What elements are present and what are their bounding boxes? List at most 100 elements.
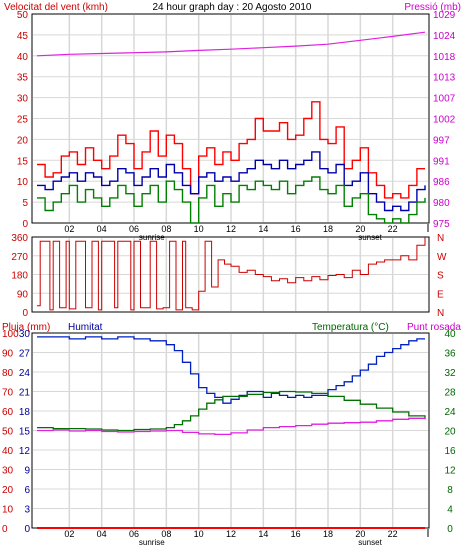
series-gust — [37, 101, 425, 199]
humidity-y-tick: 18 — [19, 407, 31, 418]
wind-y-tick: 40 — [17, 52, 29, 63]
x-tick-label: 14 — [258, 529, 268, 539]
direction-y-tick: 90 — [17, 289, 29, 300]
axis-labels: 0510152025303540455097598098699199710021… — [2, 10, 456, 547]
rain-y-tick: 100 — [2, 329, 19, 340]
series-temperature — [37, 390, 426, 432]
rain-y-tick: 40 — [2, 446, 14, 457]
compass-tick: S — [437, 271, 444, 282]
x-tick-label: 10 — [194, 224, 204, 234]
dew-point-title: Punt rosada — [407, 322, 461, 333]
chart-series — [36, 31, 426, 529]
pressure-y-tick: 1002 — [433, 115, 456, 126]
wind-y-tick: 25 — [17, 115, 29, 126]
x-tick-label: 16 — [291, 529, 301, 539]
wind-y-tick: 45 — [17, 31, 29, 42]
x-tick-label: 04 — [97, 224, 107, 234]
compass-tick: E — [437, 289, 444, 300]
series-avg — [37, 151, 426, 212]
sunrise-label: sunrise — [139, 233, 165, 242]
rain-y-tick: 30 — [2, 466, 14, 477]
humidity-y-tick: 12 — [19, 446, 31, 457]
x-tick-label: 14 — [258, 224, 268, 234]
series-dew — [37, 417, 426, 436]
wind-y-tick: 35 — [17, 73, 29, 84]
wind-y-tick: 20 — [17, 135, 29, 146]
direction-y-tick: 0 — [22, 308, 28, 319]
compass-tick: W — [437, 252, 447, 263]
series-humidity — [37, 336, 425, 404]
temperature-y-tick: 40 — [444, 329, 456, 340]
temperature-y-tick: 4 — [447, 505, 453, 516]
rain-title: Pluja (mm) — [2, 322, 50, 333]
temperature-y-tick: 12 — [444, 466, 456, 477]
x-tick-label: 02 — [64, 529, 74, 539]
direction-y-tick: 270 — [11, 252, 28, 263]
wind-speed-title: Velocitat del vent (kmh) — [4, 2, 108, 13]
temperature-title: Temperatura (°C) — [312, 322, 389, 333]
temperature-y-tick: 20 — [444, 427, 456, 438]
x-tick-label: 02 — [64, 224, 74, 234]
humidity-y-tick: 21 — [19, 388, 31, 399]
rain-y-tick: 80 — [2, 368, 14, 379]
rain-y-tick: 70 — [2, 388, 14, 399]
series-low — [37, 176, 426, 224]
humidity-y-tick: 24 — [19, 368, 31, 379]
x-tick-label: 22 — [388, 529, 398, 539]
rain-y-tick: 60 — [2, 407, 14, 418]
x-tick-label: 06 — [129, 529, 139, 539]
x-tick-label: 20 — [355, 529, 365, 539]
pressure-y-tick: 980 — [433, 198, 450, 209]
x-tick-label: 10 — [194, 529, 204, 539]
wind-y-tick: 50 — [17, 10, 29, 21]
wind-y-tick: 10 — [17, 177, 29, 188]
wind-y-tick: 30 — [17, 94, 29, 105]
x-tick-label: 06 — [129, 224, 139, 234]
humidity-y-tick: 3 — [24, 505, 30, 516]
x-tick-label: 22 — [388, 224, 398, 234]
humidity-y-tick: 27 — [19, 349, 31, 360]
rain-y-tick: 0 — [2, 524, 8, 535]
x-tick-label: 18 — [323, 529, 333, 539]
pressure-y-tick: 1024 — [433, 31, 456, 42]
x-tick-label: 18 — [323, 224, 333, 234]
direction-y-tick: 180 — [11, 271, 28, 282]
compass-tick: N — [437, 308, 444, 319]
pressure-y-tick: 1007 — [433, 94, 456, 105]
humidity-y-tick: 30 — [19, 329, 31, 340]
pressure-y-tick: 975 — [433, 219, 450, 230]
x-tick-label: 12 — [226, 529, 236, 539]
wind-y-tick: 15 — [17, 156, 29, 167]
x-tick-label: 04 — [97, 529, 107, 539]
sunset-label: sunset — [358, 233, 382, 242]
temperature-y-tick: 32 — [444, 368, 456, 379]
temperature-y-tick: 28 — [444, 388, 456, 399]
pressure-y-tick: 1013 — [433, 73, 456, 84]
pressure-y-tick: 997 — [433, 135, 450, 146]
x-tick-label: 08 — [161, 224, 171, 234]
pressure-title: Pressió (mb) — [404, 2, 461, 13]
sunrise-label: sunrise — [139, 538, 165, 547]
series-pressure — [36, 31, 426, 57]
temperature-y-tick: 16 — [444, 446, 456, 457]
sunset-label: sunset — [358, 538, 382, 547]
series-direction — [37, 237, 426, 311]
x-tick-label: 16 — [291, 224, 301, 234]
wind-y-tick: 5 — [22, 198, 28, 209]
x-tick-label: 20 — [355, 224, 365, 234]
temperature-y-tick: 8 — [447, 485, 453, 496]
rain-y-tick: 10 — [2, 505, 14, 516]
direction-y-tick: 360 — [11, 233, 28, 244]
rain-y-tick: 50 — [2, 427, 14, 438]
graph-day-title: 24 hour graph day : 20 Agosto 2010 — [152, 2, 311, 13]
humidity-y-tick: 6 — [24, 485, 30, 496]
pressure-y-tick: 1029 — [433, 10, 456, 21]
temperature-y-tick: 24 — [444, 407, 456, 418]
humidity-y-tick: 9 — [24, 466, 30, 477]
x-tick-label: 12 — [226, 224, 236, 234]
rain-y-tick: 90 — [2, 349, 14, 360]
temperature-y-tick: 36 — [444, 349, 456, 360]
rain-y-tick: 20 — [2, 485, 14, 496]
wind-y-tick: 0 — [22, 219, 28, 230]
temperature-y-tick: 0 — [447, 524, 453, 535]
